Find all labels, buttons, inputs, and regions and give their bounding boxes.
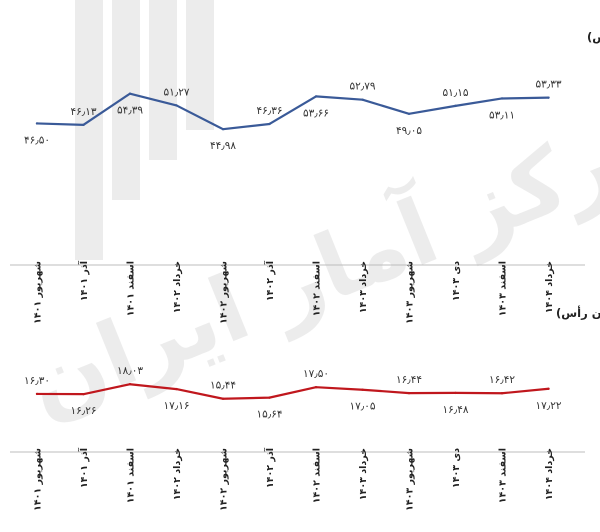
data-point <box>268 122 271 126</box>
chart-2-tick-labels: شهریور ۱۴۰۱ آذر ۱۴۰۱ اسفند ۱۴۰۱ خرداد ۱۴۰۲ ش… <box>32 447 555 511</box>
data-point <box>82 123 85 127</box>
data-point <box>175 104 178 107</box>
data-label: ۵۳٫۱۱ <box>489 109 515 121</box>
data-point <box>128 383 132 386</box>
data-label: ۱۶٫۴۸ <box>443 404 469 416</box>
chart-2: نمودار ۲- تغییرات تعداد بز و بزغاله در د… <box>10 305 600 511</box>
data-point <box>268 396 271 399</box>
tick-label: اسفند ۱۴۰۲ <box>311 448 322 503</box>
chart-1: نمودار ۱- تغییرات تعداد گوسفند و بره در … <box>10 29 600 324</box>
tick-label: آذر ۱۴۰۱ <box>77 447 90 488</box>
data-point <box>314 386 318 389</box>
data-label: ۱۶٫۴۴ <box>396 374 422 386</box>
data-label: ۱۶٫۲۶ <box>71 405 97 417</box>
chart-2-data-labels: ۱۶٫۳۰ ۱۶٫۲۶ ۱۸٫۰۳ ۱۷٫۱۶ ۱۵٫۴۴ ۱۵٫۶۴ ۱۷٫۵۰ ۱۷٫۰۵… <box>24 365 562 420</box>
tick-label: خرداد ۱۴۰۳ <box>358 261 369 313</box>
data-label: ۱۶٫۴۲ <box>489 374 515 386</box>
data-label: ۱۸٫۰۳ <box>117 365 143 377</box>
data-point <box>128 92 132 95</box>
tick-label: خرداد ۱۴۰۴ <box>544 448 555 500</box>
data-label: ۵۳٫۳۳ <box>536 79 562 91</box>
chart-1-title: نمودار ۱- تغییرات تعداد گوسفند و بره در … <box>587 29 600 45</box>
data-label: ۱۷٫۰۵ <box>350 401 376 413</box>
tick-label: دی ۱۴۰۳ <box>451 448 462 488</box>
data-point <box>35 122 39 125</box>
tick-label: اسفند ۱۴۰۱ <box>125 448 136 503</box>
data-label: ۱۷٫۲۲ <box>536 400 562 412</box>
data-point <box>361 388 364 391</box>
data-point <box>454 391 457 395</box>
tick-label: آذر ۱۴۰۲ <box>263 447 276 488</box>
data-point <box>547 387 550 390</box>
chart-1-tick-labels: شهریور ۱۴۰۱ آذر ۱۴۰۱ اسفند ۱۴۰۱ خرداد ۱۴۰۲ ش… <box>32 260 555 324</box>
tick-label: خرداد ۱۴۰۳ <box>358 448 369 500</box>
data-label: ۴۶٫۳۶ <box>257 105 283 117</box>
data-point <box>500 392 504 395</box>
tick-label: آذر ۱۴۰۱ <box>77 260 90 301</box>
data-label: ۱۵٫۴۴ <box>210 380 236 392</box>
chart-2-series <box>35 383 550 400</box>
tick-label: خرداد ۱۴۰۴ <box>544 261 555 313</box>
tick-label: خرداد ۱۴۰۲ <box>172 261 183 313</box>
data-label: ۴۴٫۹۸ <box>210 140 236 152</box>
data-point <box>454 104 457 108</box>
data-point <box>221 397 225 400</box>
data-label: ۱۷٫۱۶ <box>164 400 190 412</box>
tick-label: شهریور ۱۴۰۳ <box>404 448 415 511</box>
tick-label: خرداد ۱۴۰۲ <box>172 448 183 500</box>
data-label: ۴۶٫۱۳ <box>71 106 97 118</box>
data-point <box>221 127 225 131</box>
data-label: ۵۱٫۱۵ <box>443 87 469 99</box>
data-point <box>407 112 411 116</box>
series-line <box>35 92 550 131</box>
data-label: ۵۲٫۷۹ <box>350 81 376 93</box>
tick-label: شهریور ۱۴۰۱ <box>32 261 43 324</box>
tick-label: اسفند ۱۴۰۳ <box>497 261 508 316</box>
data-point <box>175 387 178 391</box>
data-point <box>35 392 39 396</box>
data-point <box>361 98 364 101</box>
tick-label: شهریور ۱۴۰۱ <box>32 448 43 511</box>
data-label: ۱۷٫۵۰ <box>303 368 329 380</box>
data-point <box>314 95 318 98</box>
tick-label: شهریور ۱۴۰۳ <box>404 261 415 324</box>
data-label: ۱۶٫۳۰ <box>24 375 50 387</box>
data-label: ۵۱٫۲۷ <box>164 86 190 98</box>
data-point <box>500 97 504 100</box>
data-point <box>82 392 85 396</box>
chart-1-series <box>35 92 550 131</box>
tick-label: اسفند ۱۴۰۲ <box>311 261 322 316</box>
tick-label: دی ۱۴۰۳ <box>451 261 462 301</box>
tick-label: اسفند ۱۴۰۳ <box>497 448 508 503</box>
data-label: ۴۶٫۵۰ <box>24 134 50 146</box>
chart-1-data-labels: ۴۶٫۵۰ ۴۶٫۱۳ ۵۴٫۳۹ ۵۱٫۲۷ ۴۴٫۹۸ ۴۶٫۳۶ ۵۳٫۶۶ ۵۲٫۷۹… <box>24 79 562 153</box>
tick-label: شهریور ۱۴۰۲ <box>218 448 229 511</box>
tick-label: شهریور ۱۴۰۲ <box>218 261 229 324</box>
data-label: ۱۵٫۶۴ <box>257 409 283 421</box>
chart-2-title: نمودار ۲- تغییرات تعداد بز و بزغاله در د… <box>556 305 600 321</box>
data-point <box>407 391 411 395</box>
data-label: ۵۴٫۳۹ <box>117 105 143 117</box>
tick-label: آذر ۱۴۰۲ <box>263 260 276 301</box>
data-point <box>547 96 550 99</box>
data-label: ۵۳٫۶۶ <box>303 107 329 119</box>
series-line <box>35 383 550 400</box>
tick-label: اسفند ۱۴۰۱ <box>125 261 136 316</box>
data-label: ۴۹٫۰۵ <box>396 125 422 137</box>
